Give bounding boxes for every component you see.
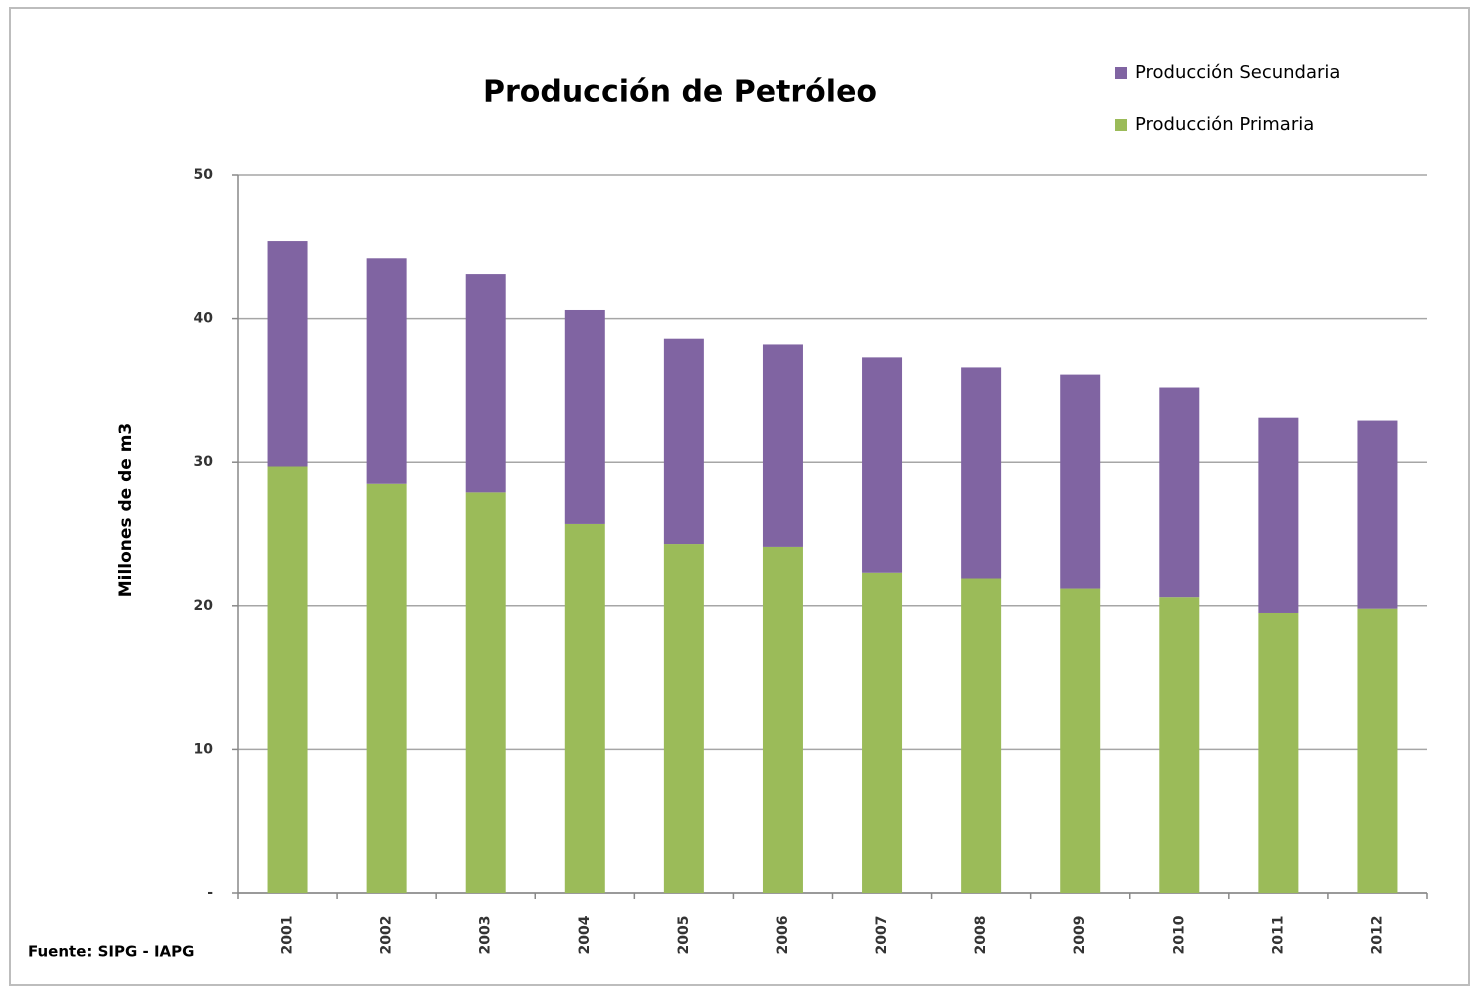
chart-frame bbox=[9, 7, 1470, 986]
bar-segment bbox=[366, 483, 407, 893]
bar-segment bbox=[961, 367, 1002, 579]
bar-segment bbox=[1159, 387, 1200, 598]
bar-segment bbox=[1258, 612, 1299, 893]
bar-segment bbox=[1357, 608, 1398, 893]
y-tick-label: 10 bbox=[194, 741, 214, 757]
bar-segment bbox=[1159, 597, 1200, 893]
bar-segment bbox=[1060, 588, 1101, 893]
bar-segment bbox=[961, 578, 1002, 893]
bar-segment bbox=[465, 274, 506, 493]
legend-label: Producción Primaria bbox=[1135, 114, 1314, 135]
y-tick-label: 40 bbox=[194, 311, 214, 327]
bar-segment bbox=[1060, 374, 1101, 589]
chart-title: Producción de Petróleo bbox=[483, 75, 877, 110]
legend-swatch bbox=[1115, 67, 1127, 79]
x-tick-label: 2003 bbox=[478, 916, 494, 955]
bar-segment bbox=[762, 546, 803, 893]
y-tick-label: 50 bbox=[194, 167, 214, 183]
x-tick-label: 2001 bbox=[280, 916, 296, 955]
legend-swatch bbox=[1115, 119, 1127, 131]
bar-segment bbox=[862, 357, 903, 573]
bar-segment bbox=[564, 309, 605, 524]
y-tick-label: - bbox=[207, 885, 213, 901]
x-tick-label: 2005 bbox=[676, 916, 692, 955]
y-tick-label: 20 bbox=[194, 598, 214, 614]
bar-segment bbox=[663, 338, 704, 545]
bar-segment bbox=[267, 241, 308, 467]
x-tick-label: 2012 bbox=[1369, 916, 1385, 955]
bar-segment bbox=[1258, 417, 1299, 613]
x-tick-label: 2006 bbox=[775, 916, 791, 955]
x-tick-label: 2002 bbox=[379, 916, 395, 955]
x-tick-label: 2009 bbox=[1072, 916, 1088, 955]
bar-segment bbox=[663, 544, 704, 893]
x-tick-label: 2011 bbox=[1270, 916, 1286, 955]
y-axis-label: Millones de de m3 bbox=[116, 423, 136, 598]
x-tick-label: 2010 bbox=[1171, 915, 1187, 954]
x-tick-label: 2004 bbox=[577, 915, 593, 954]
source-note: Fuente: SIPG - IAPG bbox=[28, 943, 194, 961]
bar-segment bbox=[366, 258, 407, 484]
bar-segment bbox=[465, 492, 506, 893]
bar-segment bbox=[267, 466, 308, 893]
bar-segment bbox=[564, 523, 605, 893]
x-tick-label: 2007 bbox=[874, 916, 890, 955]
bar-segment bbox=[762, 344, 803, 547]
bar-segment bbox=[862, 572, 903, 893]
x-tick-label: 2008 bbox=[973, 916, 989, 955]
bar-segment bbox=[1357, 420, 1398, 609]
y-tick-label: 30 bbox=[194, 454, 214, 470]
legend-label: Producción Secundaria bbox=[1135, 62, 1340, 83]
